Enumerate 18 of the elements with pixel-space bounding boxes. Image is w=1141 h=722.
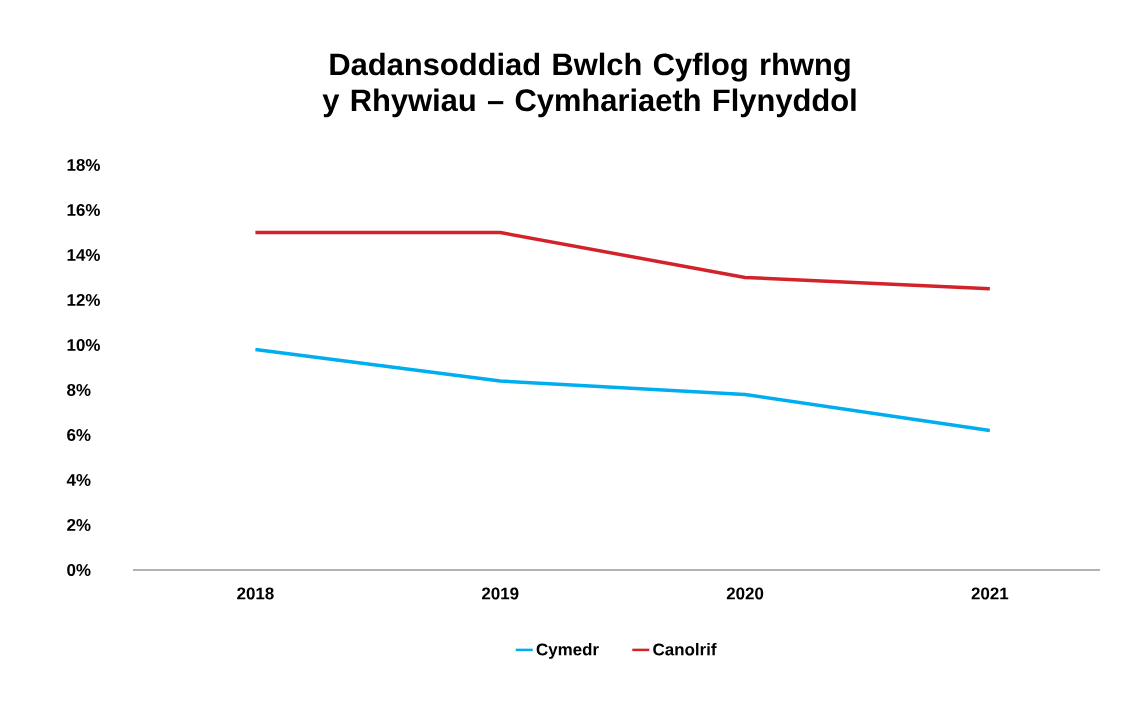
x-tick-label: 2019 — [481, 587, 519, 600]
y-tick-label: 16% — [67, 203, 100, 216]
y-tick-label: 8% — [67, 383, 91, 396]
y-tick-label: 10% — [67, 338, 100, 351]
x-tick-label: 2018 — [237, 587, 274, 600]
x-tick-label: 2021 — [971, 587, 1009, 600]
legend-label: Canolrif — [653, 643, 717, 656]
y-tick-label: 6% — [67, 428, 91, 441]
y-tick-label: 0% — [67, 563, 91, 576]
y-tick-label: 14% — [67, 249, 100, 261]
y-tick-label: 12% — [67, 294, 100, 306]
chart-title: Dadansoddiad Bwlch Cyflog rhwng y Rhywiau – Cymhariaeth Flynyddol — [322, 52, 856, 118]
y-tick-label: 2% — [67, 519, 91, 531]
legend-label: Cymedr — [536, 643, 599, 659]
line-series — [253, 347, 992, 433]
y-tick-label: 18% — [67, 158, 100, 171]
x-tick-label: 2020 — [726, 587, 764, 600]
y-tick-label: 4% — [66, 474, 91, 486]
